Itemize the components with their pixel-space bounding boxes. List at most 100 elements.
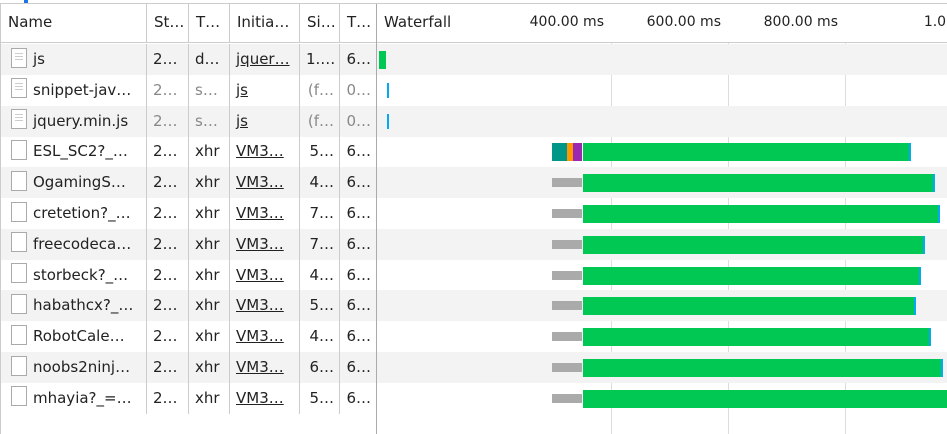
cell-initiator[interactable]: VM3… bbox=[230, 382, 300, 414]
waterfall-row[interactable] bbox=[377, 44, 947, 75]
cell-size: 6… bbox=[300, 352, 340, 383]
cell-size: 5… bbox=[300, 136, 340, 168]
waterfall-bar-receive bbox=[386, 82, 390, 98]
request-row[interactable]: habathcx?_… 2… xhr VM3… 5… 6… bbox=[1, 290, 377, 322]
cell-size: 1.… bbox=[300, 44, 340, 75]
cell-status: 2… bbox=[147, 136, 189, 168]
request-row[interactable]: noobs2ninj… 2… xhr VM3… 6… 6… bbox=[1, 352, 377, 383]
cell-type: xhr bbox=[189, 352, 230, 383]
waterfall-bar-download bbox=[378, 51, 386, 69]
cell-name: storbeck?_… bbox=[1, 259, 147, 291]
request-name: storbeck?_… bbox=[33, 265, 129, 284]
request-name: mhayia?_=… bbox=[33, 388, 132, 407]
cell-initiator[interactable]: VM3… bbox=[230, 259, 300, 291]
waterfall-row[interactable] bbox=[377, 136, 947, 167]
document-icon bbox=[11, 78, 27, 99]
cell-name: jquery.min.js bbox=[1, 105, 147, 137]
cell-name: mhayia?_=… bbox=[1, 382, 147, 414]
waterfall-bar-download bbox=[582, 205, 940, 223]
waterfall-row[interactable] bbox=[377, 290, 947, 322]
cell-name: noobs2ninj… bbox=[1, 352, 147, 383]
waterfall-row[interactable] bbox=[377, 352, 947, 383]
cell-time: 6… bbox=[340, 198, 377, 229]
cell-time: 6… bbox=[340, 136, 377, 168]
column-header-type[interactable]: T… bbox=[189, 4, 230, 43]
request-row[interactable]: RobotCale… 2… xhr VM3… 4… 6… bbox=[1, 321, 377, 353]
cell-size: 7… bbox=[300, 198, 340, 229]
waterfall-row[interactable] bbox=[377, 321, 947, 352]
cell-initiator[interactable]: VM3… bbox=[230, 167, 300, 199]
waterfall-bar-download bbox=[582, 297, 916, 316]
cell-type: s… bbox=[189, 105, 230, 137]
request-row[interactable]: cretetion?_… 2… xhr VM3… 7… 6… bbox=[1, 198, 377, 229]
cell-type: xhr bbox=[189, 259, 230, 291]
column-header-name[interactable]: Name bbox=[1, 4, 147, 43]
cell-initiator[interactable]: js bbox=[230, 105, 300, 137]
cell-size: 4… bbox=[300, 167, 340, 199]
cell-status: 2… bbox=[147, 290, 189, 322]
cell-name: js bbox=[1, 44, 147, 75]
column-header-time[interactable]: T… bbox=[340, 4, 377, 43]
request-row[interactable]: js 2… d… jquer… 1.… 6… bbox=[1, 44, 377, 75]
blank-file-icon bbox=[11, 263, 27, 284]
network-request-table: Name St… T… Initia… Si… T… js 2… d… jquer… 1.… 6… sn… bbox=[0, 4, 377, 434]
waterfall-bar-receive bbox=[386, 113, 390, 129]
waterfall-bar-waiting bbox=[551, 209, 582, 218]
cell-name: OgamingS… bbox=[1, 167, 147, 199]
cell-size: (f… bbox=[300, 74, 340, 106]
waterfall-row[interactable] bbox=[377, 167, 947, 199]
request-row[interactable]: jquery.min.js 2… s… js (f… 0… bbox=[1, 105, 377, 137]
cell-size: (f… bbox=[300, 105, 340, 137]
cell-initiator[interactable]: VM3… bbox=[230, 352, 300, 383]
waterfall-bar-waiting bbox=[551, 332, 582, 342]
request-row[interactable]: mhayia?_=… 2… xhr VM3… 5… 6… bbox=[1, 382, 377, 414]
waterfall-bar-download bbox=[582, 266, 922, 285]
cell-name: freecodeca… bbox=[1, 228, 147, 260]
toolbar-strip bbox=[0, 0, 947, 4]
cell-time: 0… bbox=[340, 74, 377, 106]
request-row[interactable]: OgamingS… 2… xhr VM3… 4… 6… bbox=[1, 167, 377, 199]
cell-initiator[interactable]: VM3… bbox=[230, 136, 300, 168]
cell-time: 6… bbox=[340, 259, 377, 291]
cell-status: 2… bbox=[147, 352, 189, 383]
cell-type: xhr bbox=[189, 290, 230, 322]
cell-initiator[interactable]: VM3… bbox=[230, 228, 300, 260]
request-name: RobotCale… bbox=[33, 327, 125, 346]
cell-initiator[interactable]: jquer… bbox=[230, 44, 300, 75]
waterfall-bar-waiting bbox=[551, 363, 582, 372]
blank-file-icon bbox=[11, 386, 27, 407]
blank-file-icon bbox=[11, 355, 27, 376]
waterfall-bar-download bbox=[582, 174, 936, 193]
waterfall-row[interactable] bbox=[377, 383, 947, 414]
cell-type: s… bbox=[189, 74, 230, 106]
cell-initiator[interactable]: VM3… bbox=[230, 198, 300, 229]
cell-name: snippet-jav… bbox=[1, 74, 147, 106]
waterfall-bar-download bbox=[582, 143, 912, 162]
cell-size: 5… bbox=[300, 290, 340, 322]
column-header-size[interactable]: Si… bbox=[300, 4, 340, 43]
column-header-initiator[interactable]: Initia… bbox=[230, 4, 300, 43]
request-row[interactable]: ESL_SC2?_… 2… xhr VM3… 5… 6… bbox=[1, 136, 377, 168]
request-row[interactable]: freecodeca… 2… xhr VM3… 7… 6… bbox=[1, 228, 377, 260]
waterfall-row[interactable] bbox=[377, 228, 947, 260]
cell-status: 2… bbox=[147, 382, 189, 414]
waterfall-bar-waiting bbox=[551, 270, 582, 280]
cell-initiator[interactable]: VM3… bbox=[230, 321, 300, 353]
cell-time: 6… bbox=[340, 290, 377, 322]
request-row[interactable]: snippet-jav… 2… s… js (f… 0… bbox=[1, 74, 377, 106]
waterfall-row[interactable] bbox=[377, 260, 947, 291]
cell-size: 5… bbox=[300, 382, 340, 414]
column-header-status[interactable]: St… bbox=[147, 4, 189, 43]
waterfall-row[interactable] bbox=[377, 198, 947, 229]
blank-file-icon bbox=[11, 232, 27, 253]
waterfall-row[interactable] bbox=[377, 105, 947, 137]
cell-type: xhr bbox=[189, 382, 230, 414]
cell-initiator[interactable]: VM3… bbox=[230, 290, 300, 322]
request-name: habathcx?_… bbox=[33, 296, 134, 315]
waterfall-row[interactable] bbox=[377, 75, 947, 106]
cell-initiator[interactable]: js bbox=[230, 74, 300, 106]
cell-status: 2… bbox=[147, 228, 189, 260]
waterfall-header[interactable]: Waterfall 400.00 ms 600.00 ms 800.00 ms 1.0… bbox=[377, 4, 947, 43]
request-row[interactable]: storbeck?_… 2… xhr VM3… 4… 6… bbox=[1, 259, 377, 291]
waterfall-bar-download bbox=[582, 359, 944, 377]
